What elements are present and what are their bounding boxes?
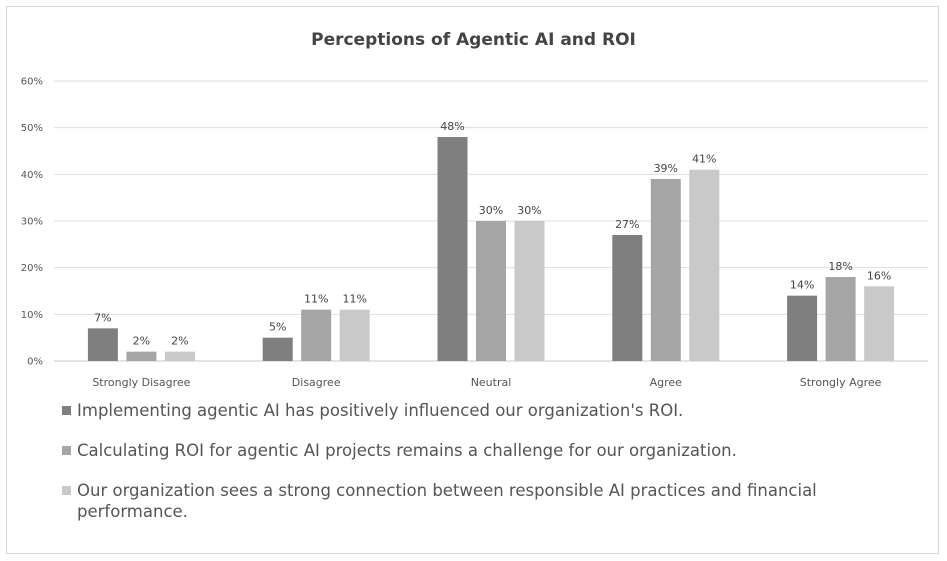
bar	[787, 295, 818, 361]
bar	[301, 309, 332, 361]
y-tick-label: 10%	[21, 310, 43, 321]
x-category-label: Strongly Agree	[800, 376, 882, 389]
data-label: 30%	[479, 204, 503, 217]
legend-item-series-1: Implementing agentic AI has positively i…	[62, 400, 922, 421]
bar-chart: 0% 10% 20% 30% 40% 50% 60% 7% 2% 2% Strongly Disag…	[21, 77, 928, 389]
bar	[689, 169, 720, 361]
data-label: 11%	[342, 293, 366, 306]
data-label: 48%	[440, 120, 464, 133]
chart-title: Perceptions of Agentic AI and ROI	[311, 30, 636, 50]
data-label: 14%	[790, 279, 814, 292]
y-tick-label: 30%	[21, 217, 43, 228]
data-label: 2%	[133, 335, 150, 348]
bar	[262, 337, 293, 361]
data-label: 27%	[615, 218, 639, 231]
data-label: 41%	[692, 153, 716, 166]
bar	[339, 309, 370, 361]
x-category-label: Agree	[650, 376, 683, 389]
bar	[126, 351, 157, 361]
data-label: 39%	[654, 162, 678, 175]
bar	[437, 137, 468, 361]
data-label: 7%	[94, 311, 111, 324]
data-label: 11%	[304, 293, 328, 306]
y-tick-label: 60%	[21, 77, 43, 88]
legend-label-series-1: Implementing agentic AI has positively i…	[77, 401, 684, 420]
legend-item-series-2: Calculating ROI for agentic AI projects …	[62, 440, 922, 461]
y-tick-label: 40%	[21, 170, 43, 181]
data-label: 18%	[828, 260, 852, 273]
data-label: 5%	[269, 321, 286, 334]
data-label: 16%	[867, 269, 891, 282]
bar	[650, 179, 681, 361]
legend-item-series-3: Our organization sees a strong connectio…	[62, 480, 922, 522]
data-label: 2%	[171, 335, 188, 348]
x-category-label: Neutral	[471, 376, 512, 389]
legend-label-series-3: Our organization sees a strong connectio…	[77, 481, 817, 521]
y-tick-label: 20%	[21, 263, 43, 274]
bar	[514, 221, 545, 361]
legend-swatch-series-3	[62, 486, 71, 495]
bar	[612, 235, 643, 361]
bar	[825, 277, 856, 361]
bar	[864, 286, 895, 361]
bar	[164, 351, 195, 361]
data-label: 30%	[517, 204, 541, 217]
bar	[476, 221, 506, 361]
y-tick-label: 50%	[21, 123, 43, 134]
x-category-label: Strongly Disagree	[92, 376, 190, 389]
y-tick-label: 0%	[27, 357, 43, 368]
bar	[87, 328, 118, 361]
legend-swatch-series-2	[62, 446, 71, 455]
legend-swatch-series-1	[62, 406, 71, 415]
x-category-label: Disagree	[292, 376, 341, 389]
chart-frame	[6, 6, 939, 554]
legend: Implementing agentic AI has positively i…	[62, 400, 922, 541]
legend-label-series-2: Calculating ROI for agentic AI projects …	[77, 441, 737, 460]
